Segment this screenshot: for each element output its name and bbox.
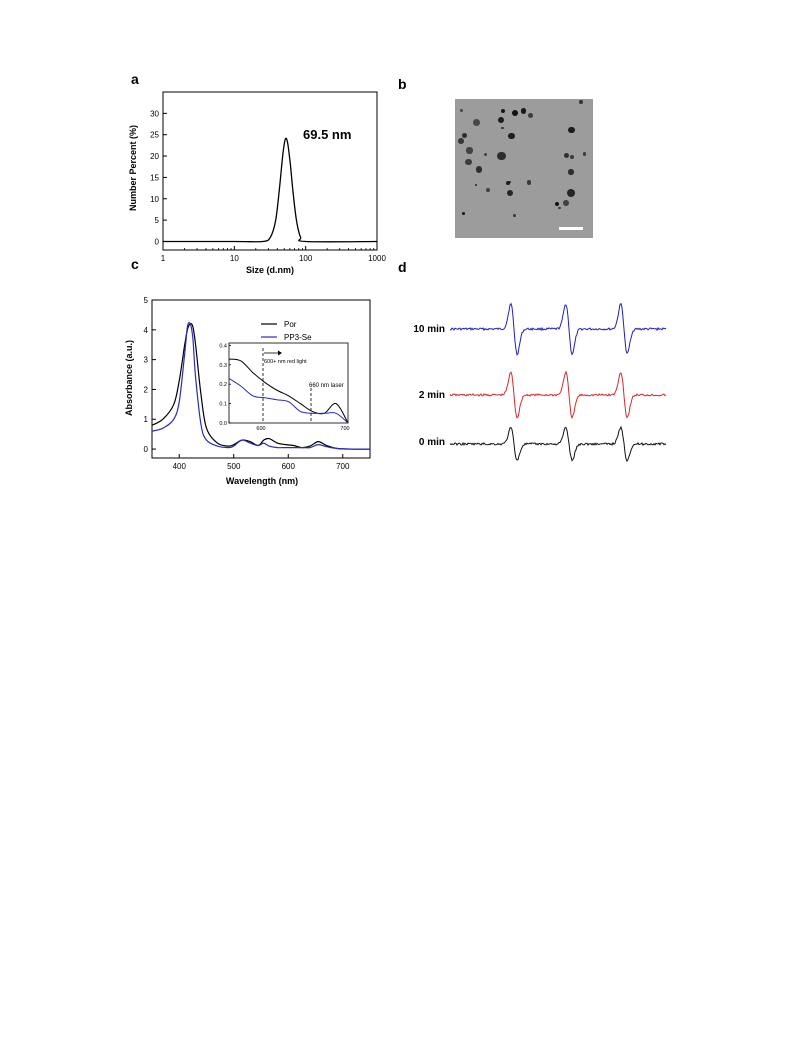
y-tick-label-a: 15 [150,173,159,182]
nanoparticle-dot [475,166,483,173]
series-line-pp3-se [151,322,371,450]
inset-y-tick-label: 0.2 [219,382,227,388]
y-tick-label-a: 5 [155,216,160,225]
x-tick-label-a: 100 [299,254,313,263]
nanoparticle-dot [563,153,570,159]
x-tick-label-a: 10 [230,254,239,263]
inset-y-tick-label: 0.3 [219,363,227,369]
y-tick-label-c: 0 [144,445,149,454]
inset-y-tick-label: 0.0 [219,421,227,427]
y-tick-label-a: 25 [150,131,159,140]
nanoparticle-dot [485,188,490,192]
y-axis-label-a: Number Percent (%) [128,125,138,211]
nanoparticle-dot [461,211,465,215]
nanoparticle-dot [484,153,488,156]
plot-frame-c [151,299,371,459]
inset-series-line-pp3-se [228,377,349,424]
epr-trace-10-min [450,302,667,356]
nanoparticle-dot [558,206,561,210]
nanoparticle-dot [569,155,574,160]
chart-panel-a: 1 10 100 1000 0 5 10 15 20 25 30 69.5 nm Size (d.n… [128,91,386,275]
x-tick-label-c: 500 [227,462,241,471]
x-tick-label-c: 400 [173,462,187,471]
legend-label-pp3-se: PP3-Se [284,333,312,342]
size-distribution-line [162,137,378,243]
panel-label-c: c [131,256,139,272]
y-tick-label-a: 0 [155,237,160,246]
nanoparticle-dot [501,126,504,130]
inset-y-tick-label: 0.4 [219,343,227,349]
panel-label-d: d [398,259,407,275]
y-tick-label-c: 2 [144,385,149,394]
epr-trace-2-min [449,370,667,420]
panel-label-a: a [131,71,139,87]
y-tick-label-c: 3 [144,356,149,365]
trace-label-2-min: 2 min [419,390,445,401]
nanoparticle-dot [512,109,519,116]
nanoparticle-dot [526,179,532,185]
panel-label-b: b [398,76,407,92]
nanoparticle-dot [562,200,569,206]
x-tick-label-a: 1 [161,254,166,263]
nanoparticle-dot [568,169,574,175]
nanoparticle-dot [512,213,516,217]
inset-series-line-por [228,358,349,424]
y-tick-label-a: 20 [150,152,159,161]
y-tick-label-a: 30 [150,109,159,118]
chart-panel-d: 10 min 2 min 0 min [413,302,667,463]
nanoparticle-dot [466,147,473,154]
x-tick-label-c: 700 [336,462,350,471]
nanoparticle-dot [566,188,576,198]
ticks-a: 1 10 100 1000 0 5 10 15 20 25 30 [150,109,386,263]
inset-annotation-laser: 660 nm laser [309,383,344,389]
nanoparticle-dot [458,137,464,144]
nanoparticle-dot [497,117,504,124]
nanoparticle-dot [464,158,472,166]
nanoparticle-dot [508,133,515,140]
nanoparticle-dot [554,202,559,206]
y-tick-label-c: 5 [144,296,149,305]
nanoparticle-dot [520,108,526,114]
inset-ticks: 600 700 0.0 0.1 0.2 0.3 0.4 [219,343,349,432]
x-tick-label-a: 1000 [368,254,386,263]
epr-trace-0-min [449,425,667,463]
nanoparticle-dot [579,99,584,104]
nanoparticle-dot [459,108,464,112]
y-tick-label-c: 4 [144,326,149,335]
nanoparticle-dot [475,183,478,186]
tem-micrograph [455,99,593,238]
y-tick-label-c: 1 [144,415,149,424]
plot-frame-a [162,91,378,251]
y-axis-label-c: Absorbance (a.u.) [124,340,134,416]
x-axis-label-c: Wavelength (nm) [226,476,298,486]
peak-annotation: 69.5 nm [303,127,351,142]
nanoparticle-dot [472,118,481,127]
nanoparticle-dot [508,180,511,184]
legend-label-por: Por [284,320,297,329]
chart-panel-c: 400 500 600 700 0 1 2 3 4 5 Por PP3-Se 600 700 0.0 0… [124,296,371,486]
trace-label-0-min: 0 min [419,437,445,448]
nanoparticle-dot [497,151,506,161]
nanoparticle-dot [527,112,534,119]
x-tick-label-c: 600 [282,462,296,471]
inset-x-tick-label: 700 [340,426,349,432]
inset-y-tick-label: 0.1 [219,402,227,408]
nanoparticle-dot [583,152,587,156]
inset-annotation-red-light: 600+ nm red light [264,359,307,365]
scale-bar [559,227,583,230]
nanoparticle-dot [461,132,468,138]
nanoparticle-dot [507,190,514,197]
arrow-head-icon [278,350,282,356]
nanoparticle-dot [500,108,505,113]
ticks-c: 400 500 600 700 0 1 2 3 4 5 [144,296,350,471]
trace-label-10-min: 10 min [413,324,445,335]
inset-x-tick-label: 600 [256,426,265,432]
nanoparticle-dot [568,126,575,134]
y-tick-label-a: 10 [150,195,159,204]
x-axis-label-a: Size (d.nm) [246,265,294,275]
nanoparticle-dot [506,181,510,185]
